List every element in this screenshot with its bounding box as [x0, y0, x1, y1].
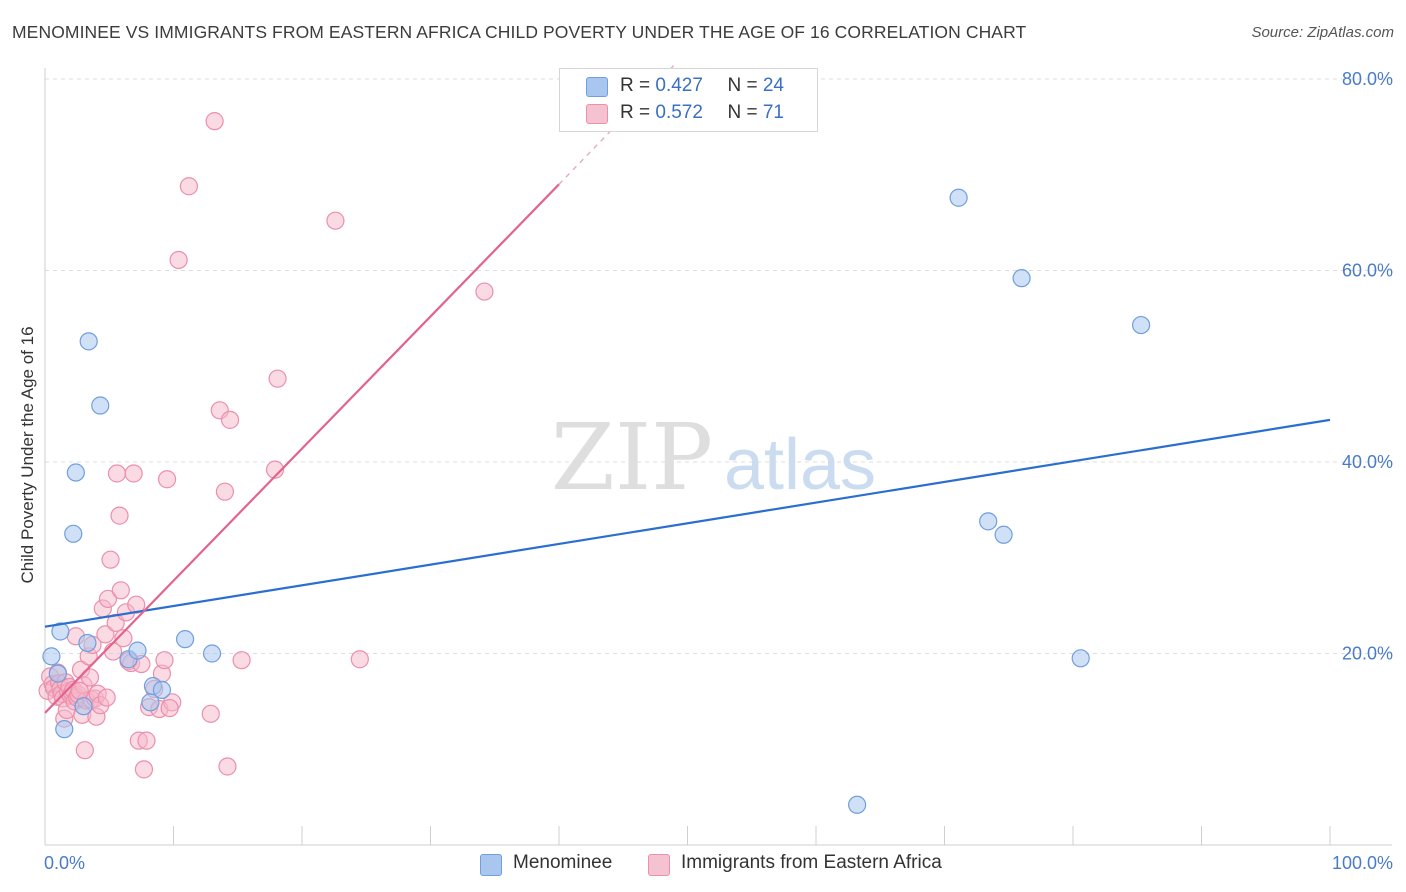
eastern-africa-point	[218, 757, 237, 776]
y-axis-label: Child Poverty Under the Age of 16	[18, 326, 37, 583]
eastern-africa-point	[80, 668, 100, 687]
menominee-point	[79, 332, 98, 351]
menominee-trend-line	[44, 418, 1331, 628]
eastern-africa-point	[160, 698, 179, 718]
y-tick-label: 60.0%	[1342, 261, 1393, 281]
eastern-africa-trend-line	[44, 183, 560, 714]
menominee-point	[202, 644, 222, 663]
eastern-africa-point	[201, 704, 220, 723]
y-tick-label: 40.0%	[1342, 452, 1393, 472]
menominee-point	[128, 641, 147, 660]
axis-labels: 20.0% 40.0% 60.0% 80.0% 0.0% 100.0% Child Pove…	[18, 69, 1393, 873]
trend-lines	[44, 64, 1331, 714]
y-tick-label: 20.0%	[1342, 644, 1393, 664]
menominee-point	[55, 720, 74, 739]
watermark-zip: ZIP	[551, 404, 713, 511]
source-label: Source: ZipAtlas.com	[1251, 24, 1394, 41]
eastern-africa-points	[38, 112, 494, 779]
eastern-africa-point	[70, 681, 89, 700]
legend-r-label: R =	[620, 102, 656, 123]
eastern-africa-point	[114, 629, 133, 648]
eastern-africa-point	[475, 282, 494, 301]
menominee-point	[994, 525, 1013, 544]
eastern-africa-point	[134, 760, 154, 779]
legend-n-label: N =	[727, 102, 763, 123]
legend-r-value: 0.427	[655, 75, 703, 96]
menominee-point	[66, 463, 85, 482]
legend-label: Immigrants from Eastern Africa	[681, 852, 942, 873]
menominee-point	[78, 633, 97, 653]
eastern-africa-point	[107, 464, 127, 483]
eastern-africa-point	[169, 250, 188, 270]
eastern-africa-point	[350, 650, 369, 669]
watermark: ZIP atlas	[551, 404, 876, 511]
eastern-africa-point	[124, 464, 143, 483]
eastern-africa-point	[101, 550, 120, 569]
x-tick-label-max: 100.0%	[1332, 853, 1393, 873]
menominee-point	[949, 188, 968, 207]
legend-r-label: R =	[620, 75, 656, 96]
menominee-point	[1132, 315, 1151, 335]
eastern-africa-point	[215, 482, 234, 501]
eastern-africa-point	[96, 625, 115, 644]
legend-n-label: N =	[727, 75, 763, 96]
menominee-point	[848, 795, 867, 814]
eastern-africa-point	[326, 211, 345, 230]
eastern-africa-point	[127, 595, 146, 614]
menominee-point	[152, 680, 172, 699]
menominee-point	[979, 512, 998, 531]
eastern-africa-point	[157, 470, 177, 489]
y-tick-label: 80.0%	[1342, 69, 1393, 89]
menominee-point	[175, 630, 195, 649]
legend-n-value: 71	[762, 102, 784, 123]
menominee-swatch	[586, 77, 608, 97]
menominee-points	[42, 188, 1151, 814]
menominee-point	[1071, 649, 1090, 668]
menominee-point	[64, 524, 83, 543]
eastern-africa-point	[179, 177, 199, 196]
menominee-point	[91, 396, 110, 415]
menominee-point	[42, 647, 61, 666]
eastern-africa-point	[97, 688, 116, 707]
eastern-africa-point	[75, 741, 94, 760]
axes	[44, 68, 1392, 846]
eastern-africa-point	[111, 581, 130, 600]
eastern-africa-point	[110, 506, 129, 525]
eastern-africa-swatch	[586, 104, 608, 124]
eastern-africa-point	[205, 112, 224, 131]
grid-lines	[45, 78, 1392, 654]
eastern-africa-point	[98, 589, 118, 609]
legend-label: Menominee	[513, 852, 613, 873]
eastern-africa-point	[265, 460, 285, 479]
eastern-africa-point	[220, 410, 240, 429]
eastern-africa-point	[155, 651, 174, 670]
watermark-atlas: atlas	[724, 425, 876, 505]
eastern-africa-point	[232, 651, 251, 670]
menominee-point	[51, 622, 70, 641]
legend-r-value: 0.572	[655, 102, 703, 123]
menominee-point	[74, 697, 93, 716]
menominee-point	[1012, 269, 1031, 288]
eastern-africa-swatch	[648, 854, 670, 876]
chart-title: MENOMINEE VS IMMIGRANTS FROM EASTERN AFR…	[12, 22, 1027, 42]
legend-n-value: 24	[762, 75, 784, 96]
eastern-africa-point	[137, 731, 156, 750]
x-tick-label-min: 0.0%	[44, 853, 85, 873]
eastern-africa-point	[268, 369, 287, 388]
menominee-swatch	[480, 854, 502, 876]
stats-legend: R = 0.427 N = 24 R = 0.572 N = 71	[559, 68, 818, 132]
menominee-point	[48, 664, 67, 683]
